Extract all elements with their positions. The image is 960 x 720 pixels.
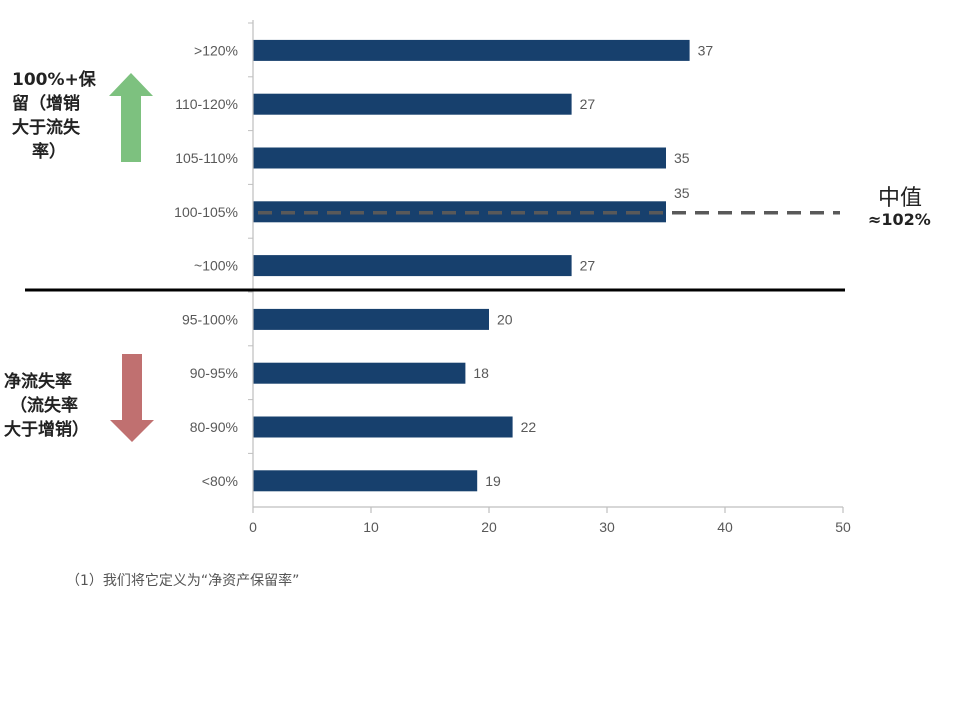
data-label: 20	[497, 311, 513, 327]
data-label: 35	[674, 185, 690, 201]
category-label: ~100%	[194, 258, 238, 274]
churn-line-1: 净流失率	[4, 372, 72, 392]
data-label: 37	[698, 42, 714, 58]
data-label: 27	[580, 96, 596, 112]
data-label: 19	[485, 473, 501, 489]
bar	[253, 416, 513, 438]
footnote: （1）我们将它定义为“净资产保留率”	[66, 573, 300, 589]
overlay-layer	[25, 73, 845, 442]
x-tick-label: 20	[481, 519, 497, 535]
data-label: 35	[674, 150, 690, 166]
bar	[253, 308, 489, 330]
data-label: 22	[521, 419, 537, 435]
down-arrow-icon	[110, 354, 154, 442]
category-label: 80-90%	[190, 419, 238, 435]
category-label: 90-95%	[190, 365, 238, 381]
bar	[253, 39, 690, 61]
median-value: ≈102%	[868, 210, 931, 229]
x-tick-label: 50	[835, 519, 851, 535]
x-tick-label: 0	[249, 519, 257, 535]
x-tick-label: 10	[363, 519, 379, 535]
median-title: 中值	[878, 186, 923, 211]
category-label: 110-120%	[175, 96, 238, 112]
data-label: 27	[580, 258, 596, 274]
category-label: 105-110%	[175, 150, 238, 166]
bar	[253, 201, 666, 223]
churn-line-3: 大于增销）	[4, 420, 89, 440]
churn-line-2: （流失率	[10, 396, 78, 416]
churn-label: 净流失率 （流失率 大于增销）	[4, 370, 114, 442]
axis-layer: 0 10 20 30 40 50 >120% 110-120% 105-110% 100-105%…	[174, 20, 851, 535]
data-label: 18	[473, 365, 489, 381]
retention-label: 100%+保 留（增销 大于流失 率）	[12, 68, 102, 164]
category-label: >120%	[194, 42, 238, 58]
category-label: 100-105%	[174, 204, 238, 220]
retention-line-4: 率）	[32, 142, 66, 162]
bar	[253, 255, 572, 277]
up-arrow-icon	[109, 73, 153, 162]
retention-line-3: 大于流失	[12, 118, 80, 138]
retention-line-1: 100%+保	[12, 70, 96, 90]
x-tick-label: 40	[717, 519, 733, 535]
retention-line-2: 留（增销	[12, 94, 80, 114]
bar	[253, 470, 478, 492]
x-tick-label: 30	[599, 519, 615, 535]
category-label: <80%	[202, 473, 238, 489]
bar	[253, 362, 466, 384]
bar	[253, 147, 666, 169]
bar	[253, 93, 572, 115]
category-label: 95-100%	[182, 311, 238, 327]
bars-layer: 37 27 35 35 27 20 18 22 19	[253, 39, 714, 492]
